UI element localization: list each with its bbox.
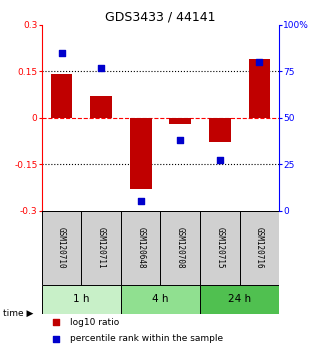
Text: GSM120711: GSM120711 xyxy=(97,227,106,269)
Bar xyxy=(42,285,121,314)
Point xyxy=(138,199,143,204)
Text: 24 h: 24 h xyxy=(228,295,251,304)
Point xyxy=(178,137,183,143)
Bar xyxy=(42,211,81,285)
Text: GSM120716: GSM120716 xyxy=(255,227,264,269)
Title: GDS3433 / 44141: GDS3433 / 44141 xyxy=(105,11,216,24)
Point xyxy=(99,65,104,70)
Bar xyxy=(121,285,200,314)
Bar xyxy=(200,211,240,285)
Bar xyxy=(81,211,121,285)
Text: percentile rank within the sample: percentile rank within the sample xyxy=(70,334,223,343)
Bar xyxy=(169,118,191,124)
Text: GSM120648: GSM120648 xyxy=(136,227,145,269)
Point xyxy=(257,59,262,65)
Bar xyxy=(121,211,160,285)
Text: GSM120715: GSM120715 xyxy=(215,227,224,269)
Point xyxy=(53,319,58,325)
Bar xyxy=(160,211,200,285)
Bar xyxy=(248,59,270,118)
Point xyxy=(53,336,58,342)
Bar xyxy=(200,285,279,314)
Text: GSM120710: GSM120710 xyxy=(57,227,66,269)
Bar xyxy=(240,211,279,285)
Bar xyxy=(209,118,231,142)
Text: GSM120708: GSM120708 xyxy=(176,227,185,269)
Text: log10 ratio: log10 ratio xyxy=(70,318,119,327)
Point xyxy=(217,158,222,163)
Bar xyxy=(130,118,152,189)
Text: time ▶: time ▶ xyxy=(3,309,34,318)
Text: 4 h: 4 h xyxy=(152,295,169,304)
Text: 1 h: 1 h xyxy=(73,295,90,304)
Point xyxy=(59,50,64,56)
Bar xyxy=(51,74,73,118)
Bar xyxy=(90,96,112,118)
